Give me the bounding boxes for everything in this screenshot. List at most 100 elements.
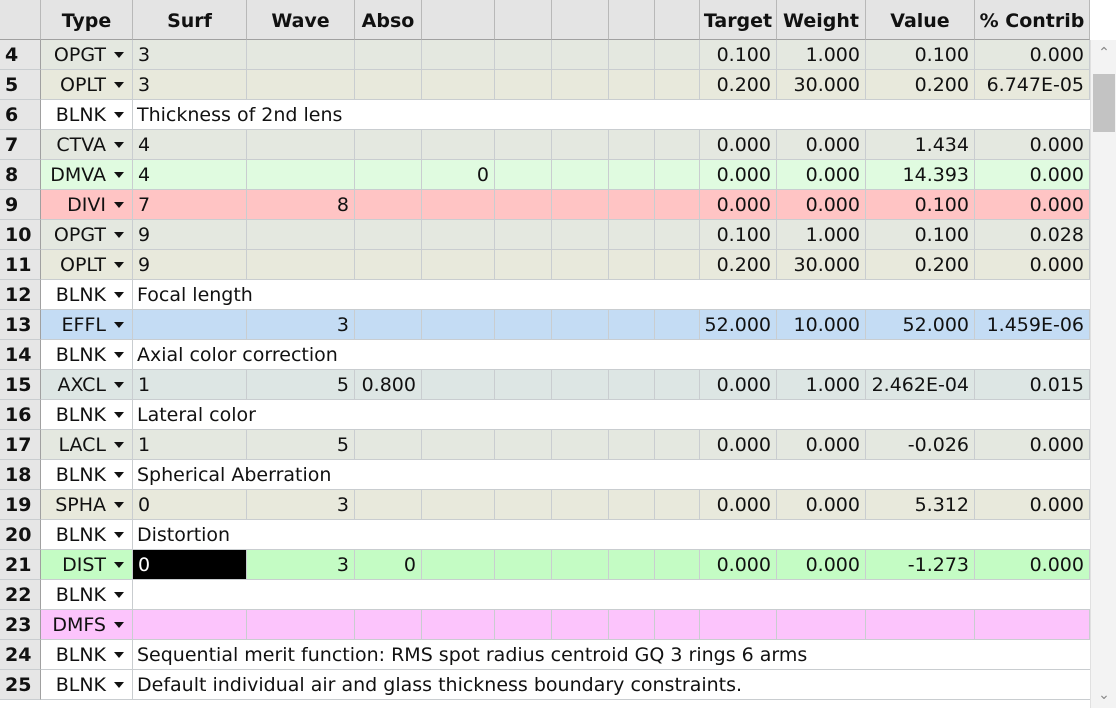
caret-down-icon[interactable] (114, 322, 124, 328)
row-number[interactable]: 5 (0, 70, 41, 100)
row-number[interactable]: 25 (0, 670, 41, 700)
parameter-cell[interactable] (552, 130, 609, 160)
parameter-cell[interactable] (495, 550, 552, 580)
operand-type-dropdown[interactable]: EFFL (41, 310, 133, 340)
parameter-cell[interactable]: 3 (133, 70, 247, 100)
operand-type-dropdown[interactable]: BLNK (41, 400, 133, 430)
row-number[interactable]: 21 (0, 550, 41, 580)
parameter-cell[interactable]: 0 (133, 490, 247, 520)
weight-cell[interactable]: 10.000 (777, 310, 866, 340)
comment-cell[interactable]: Focal length (133, 280, 1090, 310)
caret-down-icon[interactable] (114, 232, 124, 238)
weight-cell[interactable]: 30.000 (777, 250, 866, 280)
row-number[interactable]: 24 (0, 640, 41, 670)
parameter-cell[interactable] (422, 250, 495, 280)
operand-type-dropdown[interactable]: BLNK (41, 340, 133, 370)
parameter-cell[interactable] (495, 310, 552, 340)
parameter-cell[interactable] (552, 490, 609, 520)
column-header[interactable]: Type (41, 0, 133, 40)
target-cell[interactable]: 0.000 (700, 190, 777, 220)
comment-cell[interactable]: Thickness of 2nd lens (133, 100, 1090, 130)
parameter-cell[interactable] (609, 490, 655, 520)
parameter-cell[interactable] (422, 310, 495, 340)
caret-down-icon[interactable] (114, 622, 124, 628)
parameter-cell[interactable] (552, 160, 609, 190)
parameter-cell[interactable] (495, 160, 552, 190)
select-all-corner[interactable] (0, 0, 41, 40)
operand-type-dropdown[interactable]: DMVA (41, 160, 133, 190)
parameter-cell[interactable]: 7 (133, 190, 247, 220)
row-number[interactable]: 8 (0, 160, 41, 190)
parameter-cell[interactable] (655, 610, 700, 640)
row-number[interactable]: 10 (0, 220, 41, 250)
parameter-cell[interactable] (655, 430, 700, 460)
comment-cell[interactable]: Distortion (133, 520, 1090, 550)
target-cell[interactable]: 0.000 (700, 160, 777, 190)
parameter-cell[interactable] (552, 610, 609, 640)
parameter-cell[interactable] (609, 190, 655, 220)
row-number[interactable]: 15 (0, 370, 41, 400)
weight-cell[interactable]: 1.000 (777, 40, 866, 70)
operand-type-dropdown[interactable]: BLNK (41, 580, 133, 610)
row-number[interactable]: 17 (0, 430, 41, 460)
caret-down-icon[interactable] (114, 112, 124, 118)
caret-down-icon[interactable] (114, 292, 124, 298)
parameter-cell[interactable] (133, 610, 247, 640)
parameter-cell[interactable] (247, 160, 355, 190)
parameter-cell[interactable] (609, 220, 655, 250)
parameter-cell[interactable]: 4 (133, 160, 247, 190)
parameter-cell[interactable] (655, 220, 700, 250)
weight-cell[interactable]: 0.000 (777, 130, 866, 160)
parameter-cell[interactable] (495, 490, 552, 520)
chevron-down-icon[interactable]: ⌄ (1098, 687, 1110, 703)
parameter-cell[interactable] (495, 40, 552, 70)
parameter-cell[interactable]: 0.800 (355, 370, 422, 400)
parameter-cell[interactable]: 0 (133, 550, 247, 580)
row-number[interactable]: 13 (0, 310, 41, 340)
operand-type-dropdown[interactable]: OPLT (41, 250, 133, 280)
caret-down-icon[interactable] (114, 52, 124, 58)
parameter-cell[interactable] (609, 250, 655, 280)
column-header[interactable] (609, 0, 655, 40)
row-number[interactable]: 12 (0, 280, 41, 310)
parameter-cell[interactable]: 5 (247, 430, 355, 460)
parameter-cell[interactable] (609, 430, 655, 460)
row-number[interactable]: 7 (0, 130, 41, 160)
vertical-scrollbar[interactable]: ⌃ ⌄ (1090, 40, 1116, 708)
caret-down-icon[interactable] (114, 142, 124, 148)
parameter-cell[interactable] (355, 220, 422, 250)
parameter-cell[interactable] (495, 220, 552, 250)
parameter-cell[interactable] (247, 40, 355, 70)
parameter-cell[interactable] (495, 370, 552, 400)
parameter-cell[interactable] (552, 70, 609, 100)
parameter-cell[interactable] (133, 310, 247, 340)
column-header[interactable] (655, 0, 700, 40)
target-cell[interactable]: 0.000 (700, 550, 777, 580)
caret-down-icon[interactable] (114, 352, 124, 358)
parameter-cell[interactable] (552, 250, 609, 280)
comment-cell[interactable]: Axial color correction (133, 340, 1090, 370)
parameter-cell[interactable]: 4 (133, 130, 247, 160)
parameter-cell[interactable] (609, 70, 655, 100)
parameter-cell[interactable] (609, 610, 655, 640)
operand-type-dropdown[interactable]: AXCL (41, 370, 133, 400)
parameter-cell[interactable] (655, 310, 700, 340)
parameter-cell[interactable] (552, 220, 609, 250)
parameter-cell[interactable] (495, 190, 552, 220)
parameter-cell[interactable] (422, 220, 495, 250)
operand-type-dropdown[interactable]: SPHA (41, 490, 133, 520)
caret-down-icon[interactable] (114, 562, 124, 568)
parameter-cell[interactable] (655, 550, 700, 580)
caret-down-icon[interactable] (114, 82, 124, 88)
parameter-cell[interactable] (247, 70, 355, 100)
parameter-cell[interactable] (655, 250, 700, 280)
parameter-cell[interactable] (355, 70, 422, 100)
parameter-cell[interactable] (609, 40, 655, 70)
parameter-cell[interactable] (355, 160, 422, 190)
scroll-thumb[interactable] (1093, 74, 1115, 132)
parameter-cell[interactable] (609, 370, 655, 400)
parameter-cell[interactable] (655, 490, 700, 520)
operand-type-dropdown[interactable]: DIVI (41, 190, 133, 220)
parameter-cell[interactable] (355, 130, 422, 160)
comment-cell[interactable]: Default individual air and glass thickne… (133, 670, 1090, 700)
